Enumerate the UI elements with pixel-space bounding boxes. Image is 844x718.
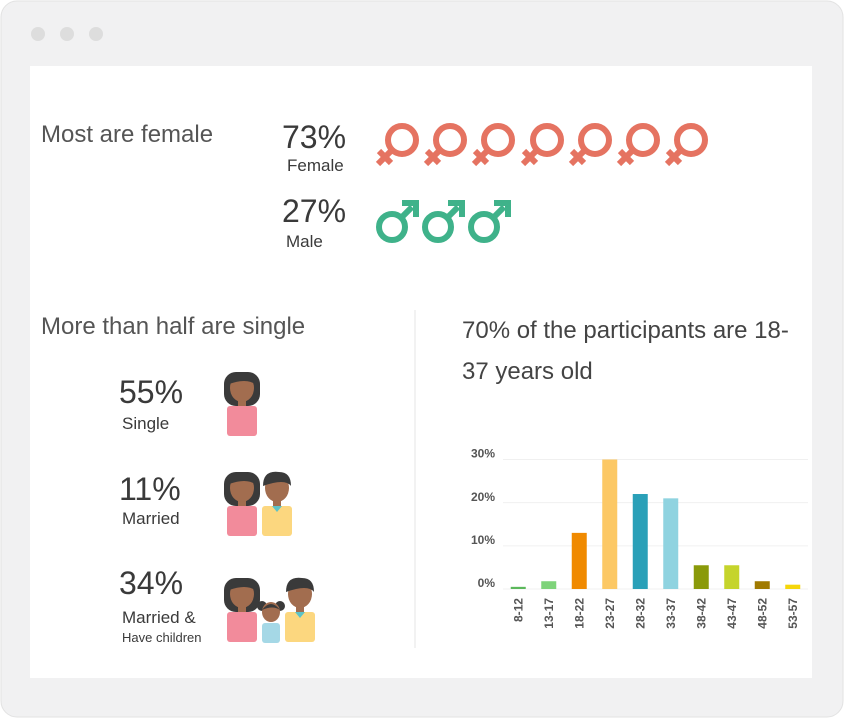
percent: 73% xyxy=(282,119,346,155)
single-icon xyxy=(224,372,260,436)
bar xyxy=(754,581,770,589)
x-tick-label: 18-22 xyxy=(572,598,586,629)
percent: 27% xyxy=(282,193,346,229)
y-tick-label: 0% xyxy=(478,576,496,590)
y-tick-label: 10% xyxy=(471,533,495,547)
content xyxy=(30,66,812,678)
x-tick-label: 8-12 xyxy=(511,598,525,622)
label: Male xyxy=(286,232,323,251)
window-dot xyxy=(31,27,45,41)
x-tick-label: 33-37 xyxy=(664,598,678,629)
x-tick-label: 23-27 xyxy=(603,598,617,629)
percent: 34% xyxy=(119,565,183,601)
percent: 11% xyxy=(119,471,181,507)
bar xyxy=(602,459,618,589)
bar xyxy=(785,584,801,589)
window-dot xyxy=(60,27,74,41)
married-icon xyxy=(224,472,260,536)
label: Single xyxy=(122,414,169,433)
x-tick-label: 38-42 xyxy=(694,598,708,629)
heading: More than half are single xyxy=(41,313,305,340)
x-tick-label: 53-57 xyxy=(786,598,800,629)
y-tick-label: 30% xyxy=(471,447,495,461)
x-tick-label: 48-52 xyxy=(755,598,769,629)
heading: Most are female xyxy=(41,121,213,148)
percent: 55% xyxy=(119,374,183,410)
bar xyxy=(693,565,709,589)
label: Female xyxy=(287,156,344,175)
sublabel: Have children xyxy=(122,630,202,645)
bar xyxy=(541,581,557,589)
label: Married xyxy=(122,509,180,528)
window-dot xyxy=(89,27,103,41)
bar xyxy=(632,494,648,589)
bar xyxy=(663,498,679,589)
bar xyxy=(724,565,740,589)
family-icon xyxy=(224,578,260,642)
x-tick-label: 13-17 xyxy=(542,598,556,629)
label: Married & xyxy=(122,608,196,627)
x-tick-label: 43-47 xyxy=(725,598,739,629)
x-tick-label: 28-32 xyxy=(633,598,647,629)
bar xyxy=(571,532,587,589)
chart-title: 70% of the participants are 18-37 years … xyxy=(462,317,789,385)
bar xyxy=(510,586,526,589)
y-tick-label: 20% xyxy=(471,490,495,504)
